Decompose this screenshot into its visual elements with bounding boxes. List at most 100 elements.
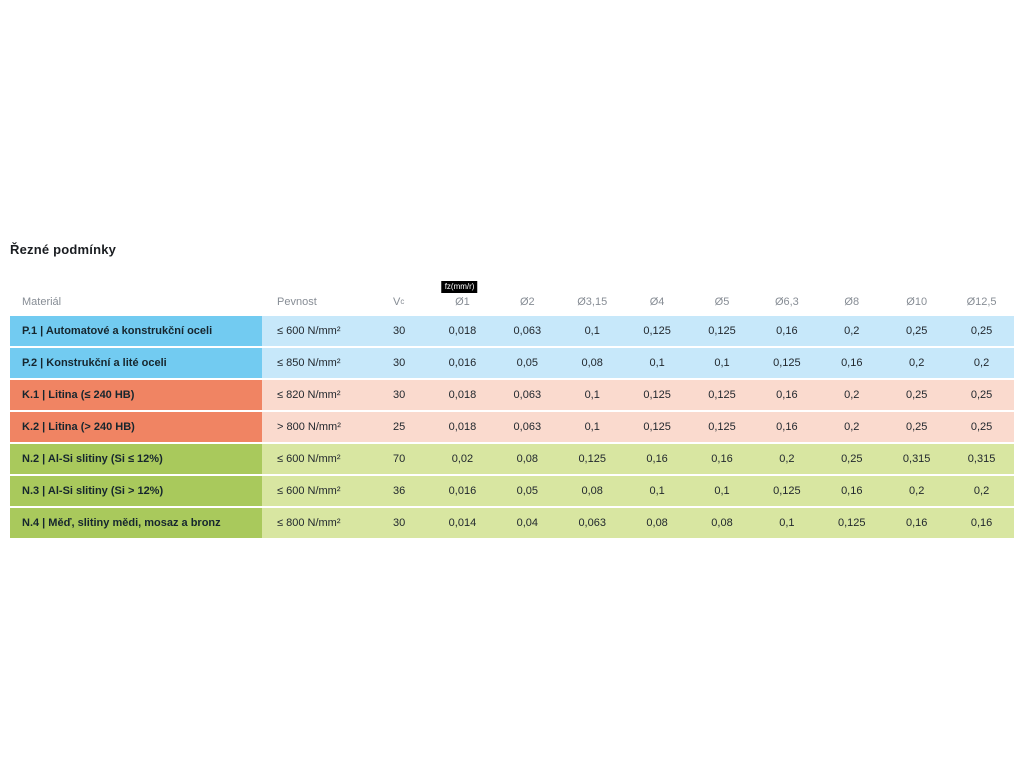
feed-value-cell: 0,1	[559, 412, 625, 442]
feed-value-cell: 0,16	[624, 444, 690, 474]
feed-value-cell: 0,16	[754, 316, 820, 346]
feed-value-cell: 0,16	[754, 412, 820, 442]
strength-cell: ≤ 600 N/mm²	[262, 316, 380, 346]
vc-cell: 36	[380, 476, 430, 506]
feed-value-cell: 0,018	[430, 380, 495, 410]
feed-value-cell: 0,063	[559, 508, 625, 538]
feed-value-cell: 0,125	[624, 380, 690, 410]
column-header-d2: Ø2	[519, 296, 535, 308]
column-header-d7: Ø8	[844, 296, 860, 308]
feed-value-cell: 0,2	[754, 444, 820, 474]
table-row: N.4 | Měď, slitiny mědi, mosaz a bronz ≤ …	[10, 508, 1014, 538]
feed-value-cell: 0,018	[430, 316, 495, 346]
table-row: P.1 | Automatové a konstrukční oceli ≤ 60…	[10, 316, 1014, 346]
strength-cell: ≤ 820 N/mm²	[262, 380, 380, 410]
feed-value-cell: 0,063	[494, 412, 560, 442]
column-header-d9: Ø12,5	[966, 296, 997, 308]
feed-value-cell: 0,1	[689, 348, 755, 378]
feed-value-cell: 0,08	[559, 348, 625, 378]
feed-value-cell: 0,125	[624, 412, 690, 442]
feed-value-cell: 0,25	[884, 316, 950, 346]
feed-value-cell: 0,16	[949, 508, 1014, 538]
column-header-d3: Ø3,15	[577, 296, 608, 308]
material-cell: N.4 | Měď, slitiny mědi, mosaz a bronz	[10, 508, 262, 538]
table-body: P.1 | Automatové a konstrukční oceli ≤ 60…	[10, 316, 1014, 538]
feed-value-cell: 0,05	[494, 476, 560, 506]
feed-value-cell: 0,16	[819, 476, 885, 506]
feed-value-cell: 0,125	[689, 412, 755, 442]
vc-symbol: V	[393, 296, 401, 308]
feed-value-cell: 0,25	[949, 412, 1014, 442]
feed-value-cell: 0,2	[819, 380, 885, 410]
feed-value-cell: 0,014	[430, 508, 495, 538]
vc-subscript: c	[400, 297, 405, 306]
column-header-d8: Ø10	[906, 296, 928, 308]
feed-value-cell: 0,2	[819, 316, 885, 346]
material-cell: N.2 | Al-Si slitiny (Si ≤ 12%)	[10, 444, 262, 474]
feed-value-cell: 0,16	[884, 508, 950, 538]
diameter-label: Ø1	[455, 296, 470, 308]
feed-value-cell: 0,1	[624, 476, 690, 506]
column-header-d5: Ø5	[714, 296, 730, 308]
feed-value-cell: 0,25	[884, 412, 950, 442]
feed-value-cell: 0,315	[949, 444, 1014, 474]
feed-value-cell: 0,2	[884, 348, 950, 378]
feed-value-cell: 0,1	[559, 380, 625, 410]
vc-cell: 30	[380, 380, 430, 410]
table-row: K.2 | Litina (> 240 HB) > 800 N/mm² 25 0,01…	[10, 412, 1014, 442]
feed-value-cell: 0,2	[949, 348, 1014, 378]
feed-value-cell: 0,016	[430, 476, 495, 506]
vc-cell: 30	[380, 508, 430, 538]
feed-value-cell: 0,2	[884, 476, 950, 506]
feed-value-cell: 0,16	[689, 444, 755, 474]
feed-value-cell: 0,02	[430, 444, 495, 474]
vc-cell: 70	[380, 444, 430, 474]
feed-value-cell: 0,125	[754, 476, 820, 506]
strength-cell: ≤ 600 N/mm²	[262, 444, 380, 474]
column-header-d1: fz(mm/r) Ø1	[430, 281, 495, 308]
feed-value-cell: 0,08	[559, 476, 625, 506]
section-title: Řezné podmínky	[10, 242, 117, 257]
feed-value-cell: 0,08	[624, 508, 690, 538]
strength-cell: ≤ 800 N/mm²	[262, 508, 380, 538]
feed-value-cell: 0,25	[819, 444, 885, 474]
feed-value-cell: 0,04	[494, 508, 560, 538]
feed-value-cell: 0,08	[494, 444, 560, 474]
feed-value-cell: 0,1	[624, 348, 690, 378]
feed-value-cell: 0,16	[819, 348, 885, 378]
feed-value-cell: 0,063	[494, 316, 560, 346]
column-header-d4: Ø4	[649, 296, 665, 308]
strength-cell: ≤ 600 N/mm²	[262, 476, 380, 506]
feed-value-cell: 0,018	[430, 412, 495, 442]
feed-value-cell: 0,25	[949, 380, 1014, 410]
feed-value-cell: 0,125	[819, 508, 885, 538]
feed-value-cell: 0,125	[689, 316, 755, 346]
material-cell: K.1 | Litina (≤ 240 HB)	[10, 380, 262, 410]
vc-cell: 30	[380, 348, 430, 378]
vc-cell: 25	[380, 412, 430, 442]
vc-cell: 30	[380, 316, 430, 346]
table-row: N.2 | Al-Si slitiny (Si ≤ 12%) ≤ 600 N/mm…	[10, 444, 1014, 474]
material-cell: P.2 | Konstrukční a lité oceli	[10, 348, 262, 378]
column-header-material: Materiál	[22, 296, 62, 308]
feed-value-cell: 0,25	[949, 316, 1014, 346]
feed-value-cell: 0,16	[754, 380, 820, 410]
feed-value-cell: 0,125	[624, 316, 690, 346]
feed-value-cell: 0,1	[754, 508, 820, 538]
feed-value-cell: 0,1	[559, 316, 625, 346]
table-row: K.1 | Litina (≤ 240 HB) ≤ 820 N/mm² 30 0,01…	[10, 380, 1014, 410]
feed-value-cell: 0,016	[430, 348, 495, 378]
feed-value-cell: 0,25	[884, 380, 950, 410]
table-row: N.3 | Al-Si slitiny (Si > 12%) ≤ 600 N/mm…	[10, 476, 1014, 506]
feed-value-cell: 0,315	[884, 444, 950, 474]
column-header-strength: Pevnost	[277, 296, 317, 308]
feed-value-cell: 0,125	[689, 380, 755, 410]
material-cell: K.2 | Litina (> 240 HB)	[10, 412, 262, 442]
feed-value-cell: 0,125	[754, 348, 820, 378]
feed-value-cell: 0,2	[949, 476, 1014, 506]
